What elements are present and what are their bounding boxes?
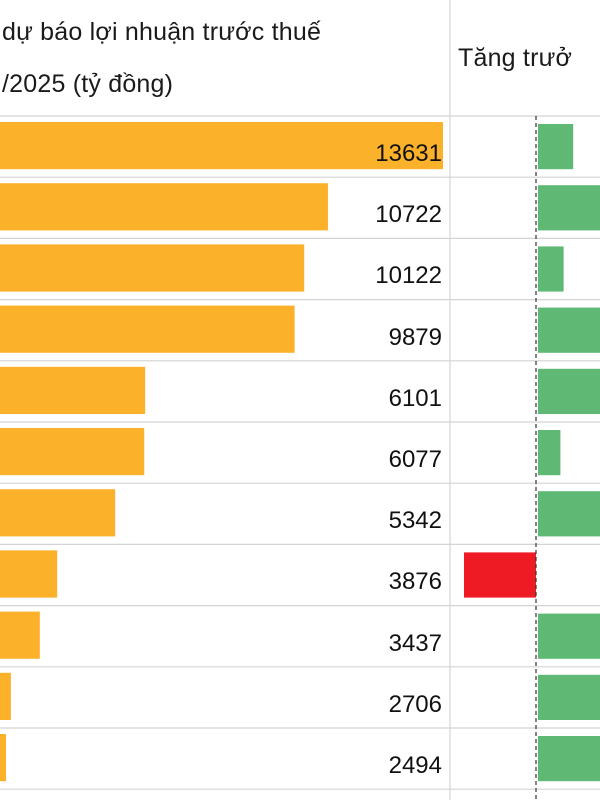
profit-bar [0,734,6,782]
profit-bar [0,550,58,598]
profit-bar [0,611,40,659]
profit-column-header-line2: /2025 (tỷ đồng) [2,70,174,98]
profit-value-label: 10722 [375,201,442,229]
profit-bar [0,366,146,414]
profit-bar-series [0,122,443,782]
growth-bar-series [464,124,600,782]
growth-bar-positive [538,246,564,292]
profit-column-header-line1: dự báo lợi nhuận trước thuế [2,18,322,46]
profit-value-label: 13631 [375,140,442,167]
growth-bar-positive [538,368,600,414]
profit-value-label: 2494 [388,752,442,779]
growth-bar-positive [538,674,600,720]
growth-bar-positive [538,613,600,659]
growth-bar-positive [538,185,600,231]
growth-bar-negative [464,552,536,598]
growth-bar-positive [538,491,600,537]
growth-bar-positive [538,307,600,353]
growth-bar-positive [538,736,600,782]
profit-value-label: 6101 [388,384,442,412]
profit-bar [0,305,295,353]
profit-value-label: 2706 [388,690,442,718]
profit-bar [0,244,305,292]
growth-column-header: Tăng trưở [458,44,573,72]
growth-bar-positive [538,124,574,170]
profit-value-label: 9879 [388,323,442,351]
profit-bar [0,183,328,231]
profit-bar [0,122,443,170]
profit-bar [0,489,116,537]
profit-value-label: 3876 [388,568,442,596]
profit-bar [0,672,11,720]
growth-bar-positive [538,430,561,476]
profit-value-label: 6077 [388,446,442,473]
profit-value-label: 5342 [388,507,442,535]
profit-value-label: 10122 [375,262,442,290]
profit-bar [0,428,145,476]
profit-value-label: 3437 [388,629,442,657]
